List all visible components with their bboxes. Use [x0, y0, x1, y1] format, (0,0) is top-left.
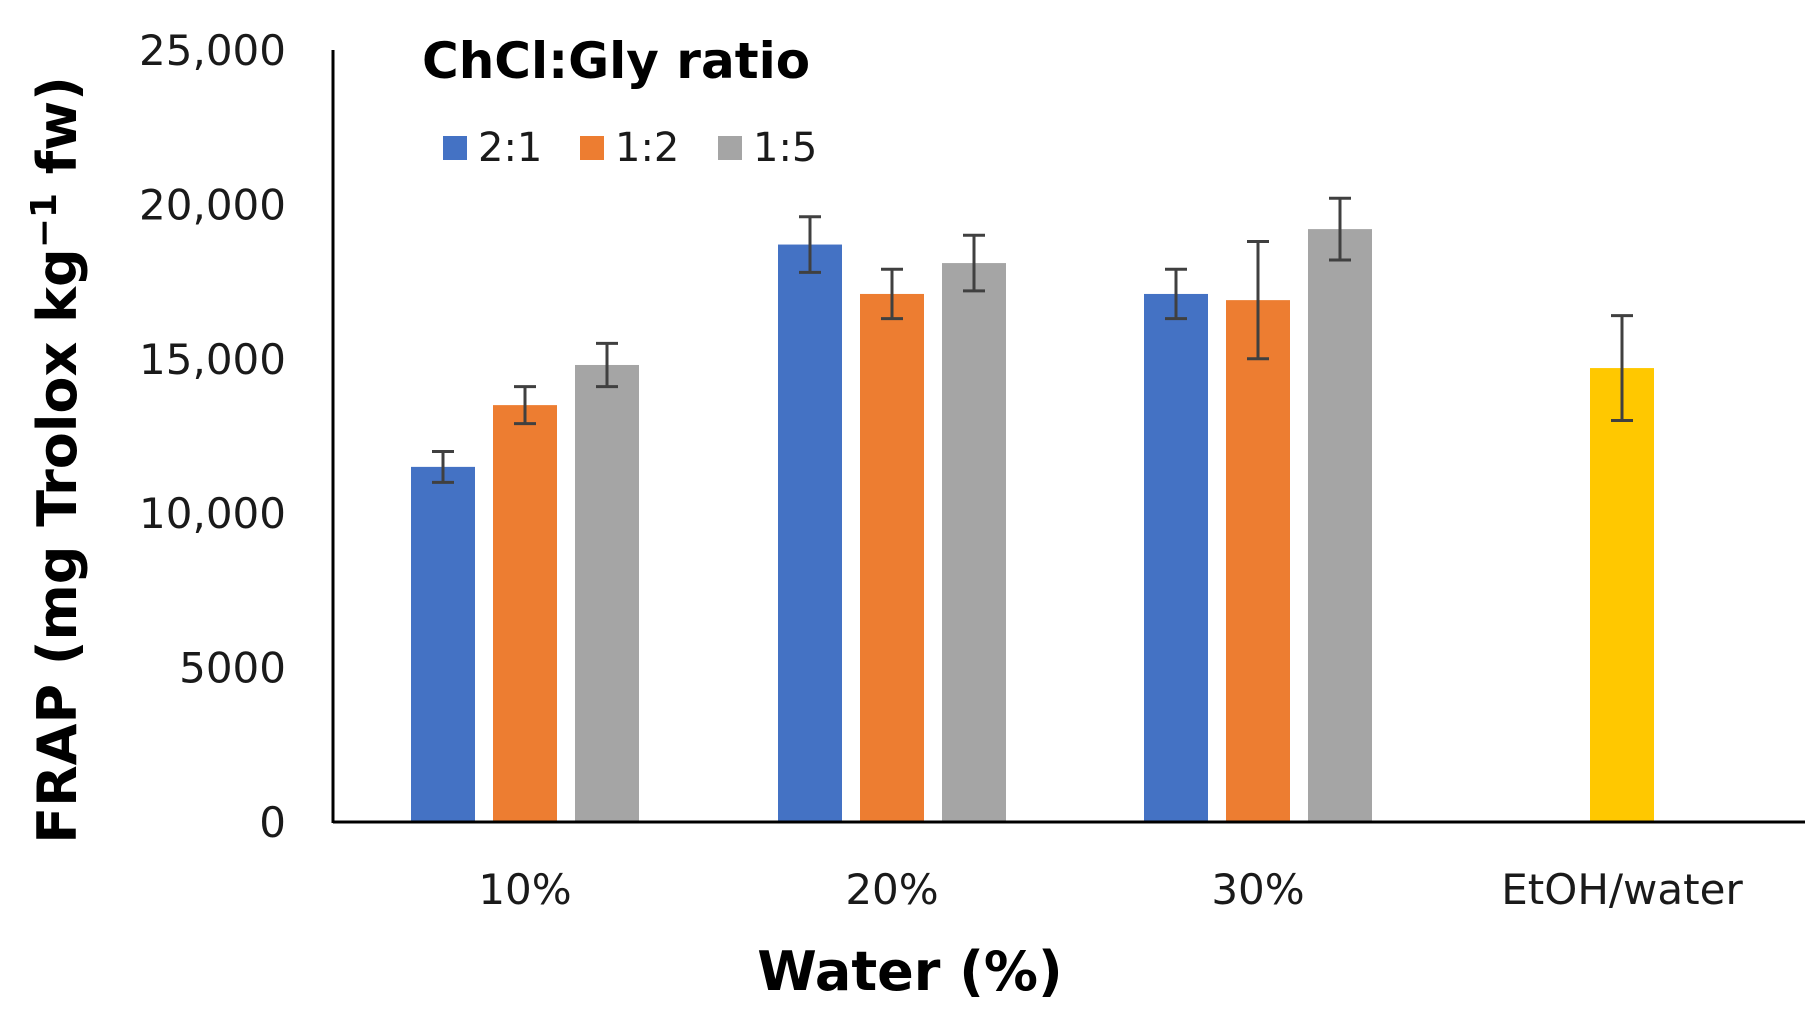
y-axis-title-tail: fw)	[26, 76, 89, 193]
bar-2-1-20-error-bar	[799, 215, 821, 274]
bar-2-1-10	[411, 466, 475, 822]
bar-2-1-30-error-bar	[1165, 267, 1187, 321]
y-tick-label: 0	[259, 798, 286, 847]
bar-1-2-20	[860, 293, 924, 822]
legend-swatch	[580, 136, 604, 160]
y-axis-title-superscript: −1	[24, 193, 65, 248]
legend-label: 1:5	[753, 125, 817, 171]
bar-1-2-30	[1226, 300, 1290, 822]
legend-label: 1:2	[615, 125, 679, 171]
legend: 2:1 1:2 1:5	[443, 125, 817, 171]
bar-1-5-30	[1308, 229, 1372, 822]
y-tick-label: 25,000	[139, 26, 286, 75]
x-tick-label: 10%	[478, 865, 571, 914]
bar-etohwater	[1590, 368, 1654, 822]
bar-etohwater-error-bar	[1611, 314, 1633, 423]
bar-2-1-10-error-bar	[432, 449, 454, 484]
bar-1-5-20	[942, 263, 1006, 822]
bar-1-2-20-error-bar	[881, 267, 903, 321]
x-tick-label: 20%	[845, 865, 938, 914]
y-axis-ticks: 0 5000 10,000 15,000 20,000 25,000	[139, 26, 286, 847]
bar-2-1-30	[1144, 293, 1208, 822]
y-tick-label: 15,000	[139, 335, 286, 384]
y-axis-title-main: FRAP (mg Trolox kg	[26, 248, 89, 843]
legend-label: 2:1	[478, 125, 542, 171]
error-bars-group	[432, 196, 1633, 484]
bar-1-5-30-error-bar	[1329, 196, 1351, 262]
legend-swatch	[718, 136, 742, 160]
legend-swatch	[443, 136, 467, 160]
y-axis-title: FRAP (mg Trolox kg−1 fw)	[24, 76, 89, 844]
x-axis-ticks: 10% 20% 30% EtOH/water	[478, 865, 1743, 914]
bar-1-5-20-error-bar	[963, 233, 985, 293]
x-axis-title: Water (%)	[757, 940, 1062, 1003]
x-tick-label: EtOH/water	[1501, 865, 1743, 914]
y-tick-label: 20,000	[139, 180, 286, 229]
bar-1-2-10-error-bar	[514, 385, 536, 426]
x-tick-label: 30%	[1211, 865, 1304, 914]
bar-2-1-20	[778, 244, 842, 822]
y-tick-label: 5000	[179, 644, 286, 693]
bar-1-2-30-error-bar	[1247, 239, 1269, 361]
bar-1-2-10	[493, 405, 557, 822]
bar-1-5-10	[575, 364, 639, 822]
bars-group	[411, 229, 1654, 822]
y-tick-label: 10,000	[139, 489, 286, 538]
legend-title: ChCl:Gly ratio	[422, 32, 810, 90]
bar-1-5-10-error-bar	[596, 341, 618, 389]
